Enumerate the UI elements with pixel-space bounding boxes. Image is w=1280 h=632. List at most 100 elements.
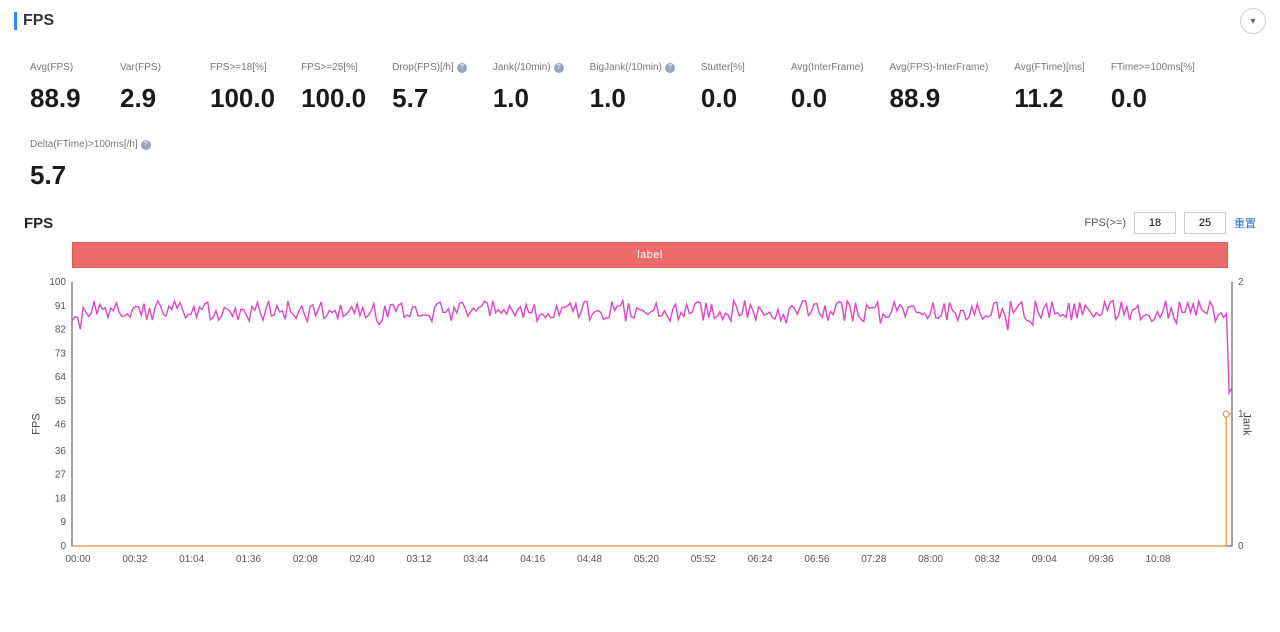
metric-value: 11.2: [1014, 85, 1063, 111]
svg-text:2: 2: [1238, 277, 1244, 288]
y-left-axis-label: FPS: [31, 413, 43, 434]
metric-card: Stutter[%]0.0: [701, 62, 765, 111]
metric-label: Var(FPS): [120, 62, 161, 73]
svg-text:09:04: 09:04: [1032, 554, 1057, 565]
title-accent: [14, 12, 17, 30]
metric-label: Avg(FPS)-InterFrame): [890, 62, 989, 73]
y-right-axis-label: Jank: [1240, 412, 1252, 435]
chart-section: FPS FPS(>=) 重置 label FPS Jank 0 9 18 27 36 46…: [0, 206, 1280, 574]
metric-label-text: FPS>=25[%]: [301, 62, 358, 73]
chevron-down-icon: ▾: [1250, 16, 1255, 27]
metric-value: 88.9: [890, 85, 941, 111]
metric-value: 1.0: [493, 85, 529, 111]
metric-label: Avg(InterFrame): [791, 62, 864, 73]
metric-label-text: Stutter[%]: [701, 62, 745, 73]
metric-label: Stutter[%]: [701, 62, 745, 73]
svg-text:100: 100: [49, 277, 66, 288]
metric-value: 0.0: [1111, 85, 1147, 111]
metric-label-text: Avg(FTime)[ms]: [1014, 62, 1085, 73]
metric-label: Jank(/10min)?: [493, 62, 564, 73]
svg-text:55: 55: [55, 396, 67, 407]
svg-text:36: 36: [55, 446, 67, 457]
svg-text:04:48: 04:48: [577, 554, 602, 565]
svg-text:04:16: 04:16: [520, 554, 545, 565]
svg-text:82: 82: [55, 325, 67, 336]
svg-text:64: 64: [55, 372, 67, 383]
metric-card: Avg(InterFrame) 0.0: [791, 62, 864, 111]
chart-title: FPS: [24, 215, 53, 232]
metric-label-text: FTime>=100ms[%]: [1111, 62, 1195, 73]
svg-text:73: 73: [55, 348, 67, 359]
metric-label: FPS>=25[%]: [301, 62, 358, 73]
metric-card: FTime>=100ms[%] 0.0: [1111, 62, 1195, 111]
svg-text:18: 18: [55, 493, 67, 504]
metric-label: Avg(FTime)[ms]: [1014, 62, 1085, 73]
svg-text:00:00: 00:00: [65, 554, 90, 565]
svg-text:06:56: 06:56: [804, 554, 829, 565]
svg-text:02:40: 02:40: [350, 554, 375, 565]
metric-card: Jank(/10min)? 1.0: [493, 62, 564, 111]
metric-value: 100.0: [301, 85, 366, 111]
metric-card: Avg(FPS) 88.9: [30, 62, 94, 111]
info-icon[interactable]: ?: [141, 140, 151, 150]
metrics-row-1: Avg(FPS) 88.9 Var(FPS) 2.9 FPS>=18[%] 100.0 FP…: [0, 38, 1280, 133]
metric-value: 1.0: [590, 85, 626, 111]
info-icon[interactable]: ?: [457, 63, 467, 73]
metric-card: Drop(FPS)[/h]? 5.7: [392, 62, 467, 111]
info-icon[interactable]: ?: [554, 63, 564, 73]
chart-head: FPS FPS(>=) 重置: [18, 212, 1262, 242]
svg-text:01:36: 01:36: [236, 554, 261, 565]
fps-threshold-label: FPS(>=): [1084, 217, 1126, 229]
svg-text:91: 91: [55, 301, 67, 312]
metric-value: 2.9: [120, 85, 156, 111]
svg-text:0: 0: [1238, 541, 1244, 552]
metric-label-text: Avg(FPS): [30, 62, 73, 73]
metric-value: 5.7: [392, 85, 428, 111]
svg-text:08:32: 08:32: [975, 554, 1000, 565]
fps-chart: 0918273646556473829110001200:0000:3201:0…: [28, 274, 1268, 574]
fps-threshold-input-2[interactable]: [1184, 212, 1226, 234]
svg-text:9: 9: [60, 517, 66, 528]
svg-text:06:24: 06:24: [748, 554, 773, 565]
metric-label-text: Jank(/10min): [493, 62, 551, 73]
svg-text:0: 0: [60, 541, 66, 552]
metric-label: Delta(FTime)>100ms[/h]?: [30, 139, 151, 150]
metric-label-text: Var(FPS): [120, 62, 161, 73]
collapse-toggle[interactable]: ▾: [1240, 8, 1266, 34]
metric-label-text: Delta(FTime)>100ms[/h]: [30, 139, 138, 150]
metric-card: Avg(FPS)-InterFrame) 88.9: [890, 62, 989, 111]
metric-label: BigJank(/10min)?: [590, 62, 675, 73]
metric-card: Avg(FTime)[ms] 11.2: [1014, 62, 1085, 111]
metric-value: 0.0: [791, 85, 827, 111]
metric-label-text: FPS>=18[%]: [210, 62, 267, 73]
chart-legend-bar[interactable]: label: [72, 242, 1228, 268]
svg-text:05:20: 05:20: [634, 554, 659, 565]
svg-text:02:08: 02:08: [293, 554, 318, 565]
title-bar: FPS: [14, 12, 54, 30]
svg-text:09:36: 09:36: [1089, 554, 1114, 565]
metric-value: 5.7: [30, 162, 66, 188]
svg-text:27: 27: [55, 470, 67, 481]
metric-card: BigJank(/10min)? 1.0: [590, 62, 675, 111]
metric-value: 88.9: [30, 85, 81, 111]
metric-label-text: Avg(InterFrame): [791, 62, 864, 73]
svg-text:03:44: 03:44: [463, 554, 488, 565]
metric-label-text: Avg(FPS)-InterFrame): [890, 62, 989, 73]
metric-card: Var(FPS) 2.9: [120, 62, 184, 111]
metric-value: 100.0: [210, 85, 275, 111]
header-row: FPS ▾: [0, 0, 1280, 38]
metric-label-text: Drop(FPS)[/h]: [392, 62, 454, 73]
svg-text:05:52: 05:52: [691, 554, 716, 565]
svg-text:10:08: 10:08: [1145, 554, 1170, 565]
metric-label: FPS>=18[%]: [210, 62, 267, 73]
fps-threshold-input-1[interactable]: [1134, 212, 1176, 234]
page-title: FPS: [23, 12, 54, 30]
info-icon[interactable]: ?: [665, 63, 675, 73]
svg-text:03:12: 03:12: [407, 554, 432, 565]
metric-label: FTime>=100ms[%]: [1111, 62, 1195, 73]
svg-text:46: 46: [55, 420, 67, 431]
reset-link[interactable]: 重置: [1234, 215, 1256, 231]
chart-wrap: FPS Jank 0918273646556473829110001200:00…: [28, 274, 1252, 574]
chart-controls: FPS(>=) 重置: [1084, 212, 1256, 234]
metric-label: Avg(FPS): [30, 62, 73, 73]
